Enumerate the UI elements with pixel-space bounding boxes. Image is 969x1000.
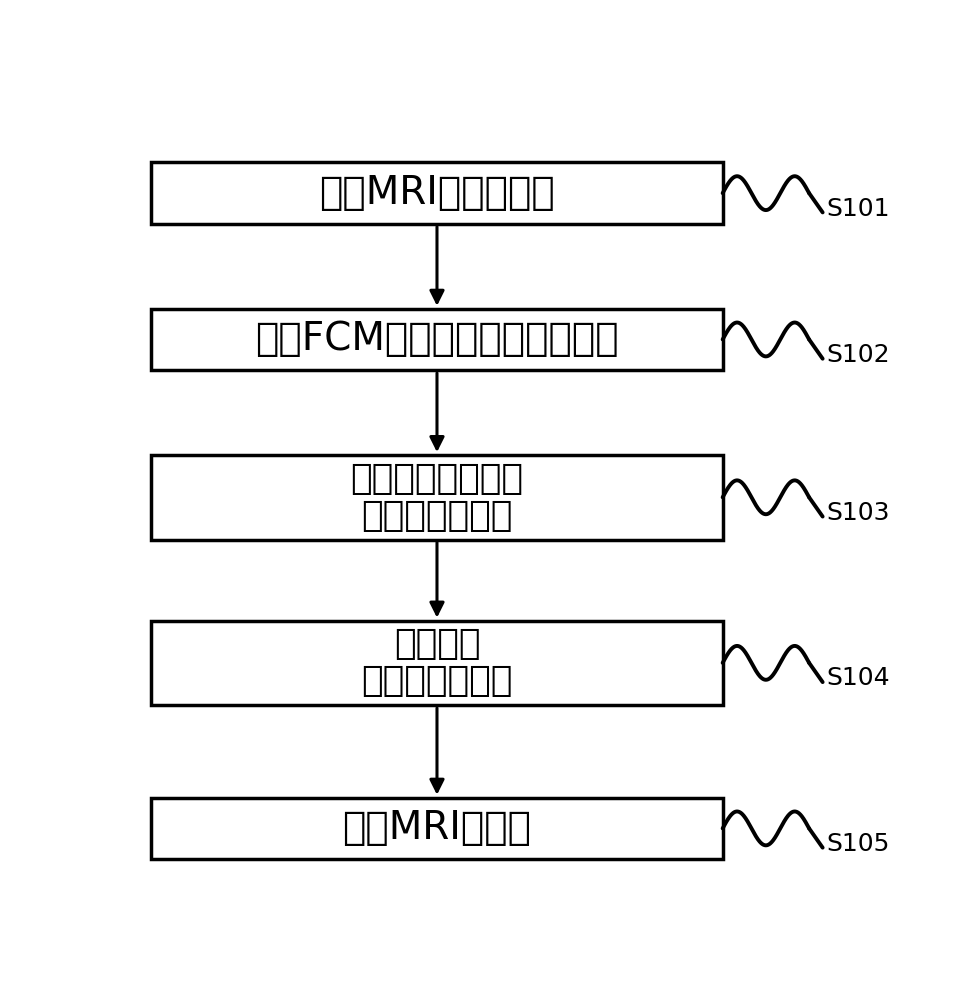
FancyBboxPatch shape: [151, 455, 722, 540]
Text: S105: S105: [826, 832, 889, 856]
Text: S102: S102: [826, 343, 890, 367]
Text: S104: S104: [826, 666, 890, 690]
FancyBboxPatch shape: [151, 620, 722, 705]
Text: 利用FCM算法计算初始聚类集合: 利用FCM算法计算初始聚类集合: [255, 320, 618, 358]
Text: 设置MRI脑图像背景: 设置MRI脑图像背景: [319, 174, 554, 212]
Text: 计算初始聚类集合: 计算初始聚类集合: [350, 462, 523, 496]
Text: 的主多聚类中心: 的主多聚类中心: [360, 499, 513, 533]
FancyBboxPatch shape: [151, 162, 722, 224]
FancyBboxPatch shape: [151, 798, 722, 859]
Text: 的次级聚类中心: 的次级聚类中心: [360, 664, 513, 698]
Text: 计算扩展: 计算扩展: [393, 627, 480, 661]
Text: 分割MRI脑图像: 分割MRI脑图像: [342, 809, 531, 847]
FancyBboxPatch shape: [151, 309, 722, 370]
Text: S103: S103: [826, 501, 889, 525]
Text: S101: S101: [826, 197, 889, 221]
